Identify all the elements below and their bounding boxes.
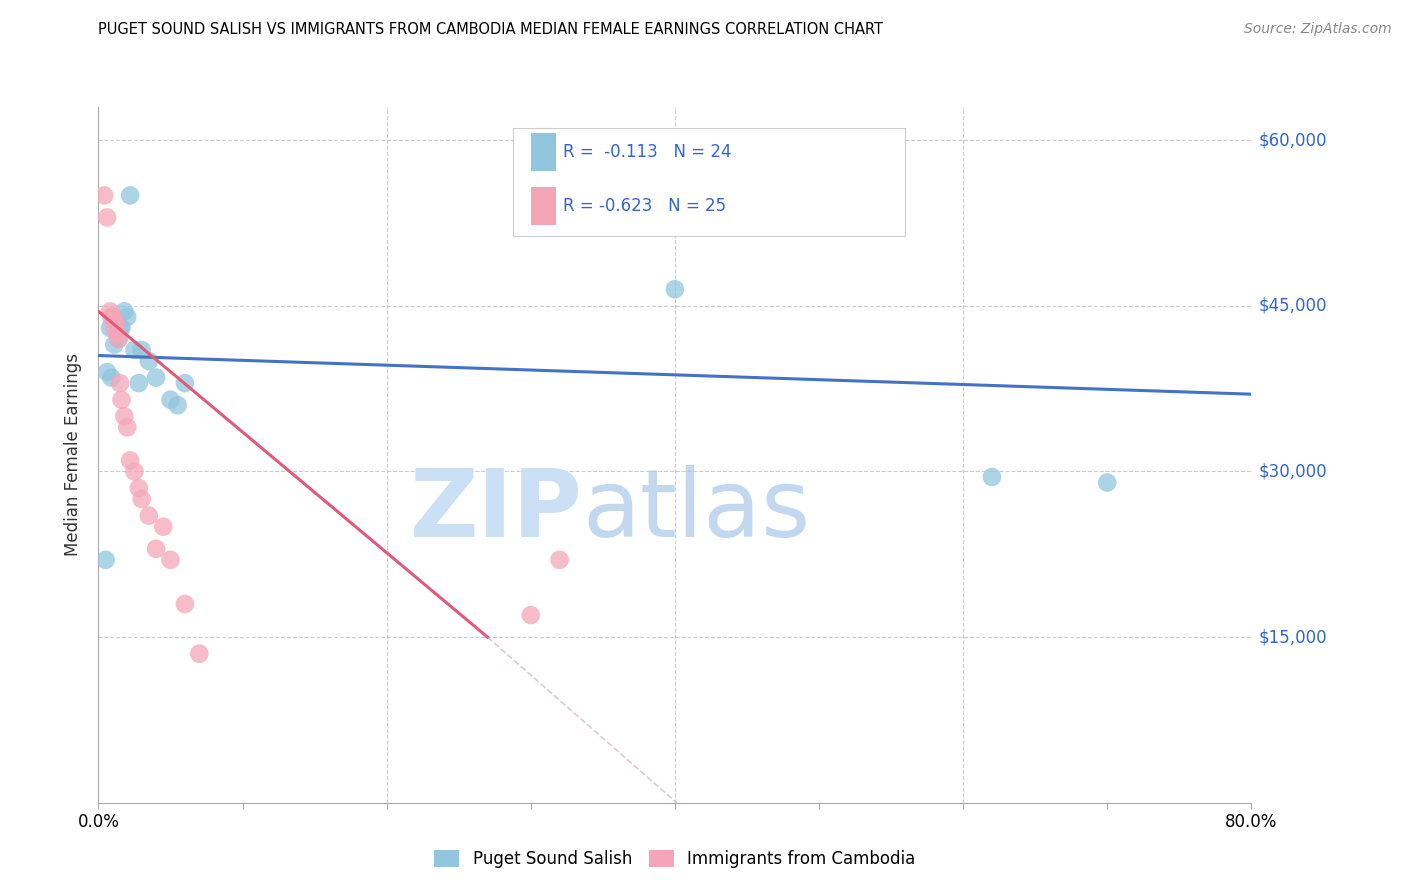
Point — [145, 541, 167, 556]
Point — [112, 304, 135, 318]
Point — [96, 365, 118, 379]
Point — [188, 647, 211, 661]
Point — [107, 332, 129, 346]
Point — [107, 332, 129, 346]
Point — [120, 188, 142, 202]
Point — [166, 398, 188, 412]
Point — [548, 553, 571, 567]
Point — [103, 337, 125, 351]
Point — [108, 376, 131, 391]
Point — [108, 321, 131, 335]
Text: $30,000: $30,000 — [1258, 462, 1327, 481]
Text: R =  -0.113   N = 24: R = -0.113 N = 24 — [562, 143, 731, 161]
Point — [174, 376, 197, 391]
Text: $15,000: $15,000 — [1258, 628, 1327, 646]
Point — [520, 608, 543, 623]
Text: $60,000: $60,000 — [1258, 131, 1327, 149]
Text: Source: ZipAtlas.com: Source: ZipAtlas.com — [1244, 22, 1392, 37]
Point — [100, 310, 122, 324]
Text: $45,000: $45,000 — [1258, 297, 1327, 315]
Point — [124, 465, 146, 479]
Point — [110, 321, 132, 335]
Point — [117, 310, 138, 324]
Point — [105, 315, 128, 329]
Point — [145, 370, 167, 384]
Point — [96, 211, 118, 225]
Text: R = -0.623   N = 25: R = -0.623 N = 25 — [562, 197, 725, 215]
Point — [159, 392, 181, 407]
Point — [664, 282, 686, 296]
Point — [174, 597, 197, 611]
Point — [93, 188, 115, 202]
Point — [138, 354, 160, 368]
Point — [128, 376, 150, 391]
Point — [138, 508, 160, 523]
Point — [105, 326, 128, 341]
Point — [94, 553, 117, 567]
Point — [98, 304, 121, 318]
Point — [124, 343, 146, 357]
Y-axis label: Median Female Earnings: Median Female Earnings — [65, 353, 83, 557]
Text: atlas: atlas — [582, 465, 811, 557]
Point — [112, 409, 135, 424]
Point — [101, 310, 124, 324]
Point — [152, 519, 174, 533]
Point — [159, 553, 181, 567]
Point — [1097, 475, 1119, 490]
Point — [131, 343, 153, 357]
Point — [101, 310, 124, 324]
Point — [120, 453, 142, 467]
Legend: Puget Sound Salish, Immigrants from Cambodia: Puget Sound Salish, Immigrants from Camb… — [427, 843, 922, 874]
Point — [128, 481, 150, 495]
Point — [110, 392, 132, 407]
Point — [131, 492, 153, 507]
Point — [117, 420, 138, 434]
Point — [100, 370, 122, 384]
Text: PUGET SOUND SALISH VS IMMIGRANTS FROM CAMBODIA MEDIAN FEMALE EARNINGS CORRELATIO: PUGET SOUND SALISH VS IMMIGRANTS FROM CA… — [98, 22, 883, 37]
Text: ZIP: ZIP — [409, 465, 582, 557]
Point — [981, 470, 1004, 484]
Point — [98, 321, 121, 335]
Point — [104, 315, 127, 329]
Point — [103, 321, 125, 335]
